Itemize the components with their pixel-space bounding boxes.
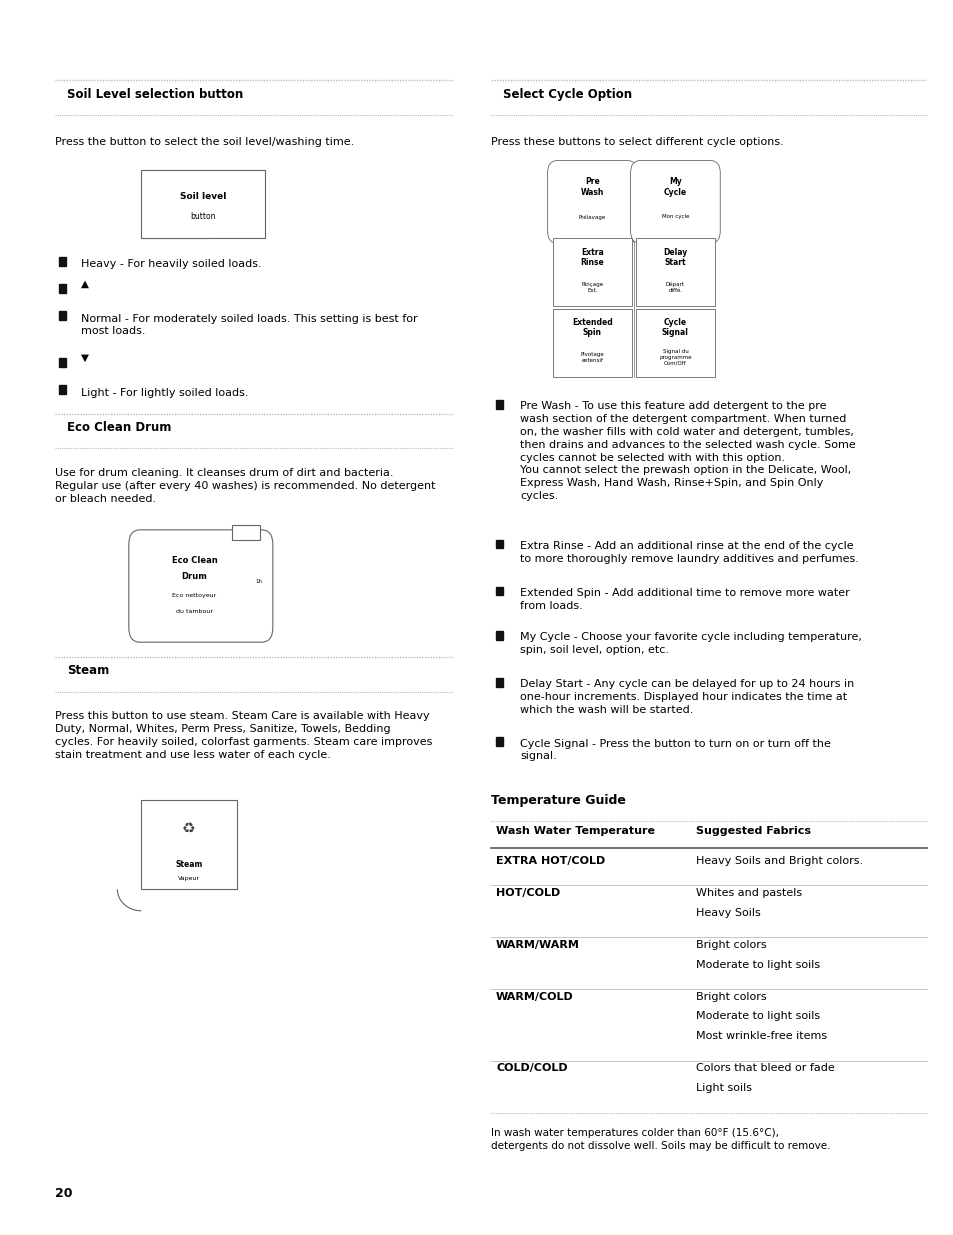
Text: COLD/COLD: COLD/COLD [496,1063,567,1073]
Text: Delay
Start: Delay Start [662,248,687,267]
FancyBboxPatch shape [553,309,631,377]
Text: Mon cycle: Mon cycle [661,215,688,220]
FancyBboxPatch shape [553,238,631,306]
Text: Eco Clean Drum: Eco Clean Drum [67,421,171,435]
Bar [59,284,66,293]
Text: Delay Start - Any cycle can be delayed for up to 24 hours in
one-hour increments: Delay Start - Any cycle can be delayed f… [519,679,853,715]
Text: EXTRA HOT/COLD: EXTRA HOT/COLD [496,856,605,866]
Text: Temperature Guide: Temperature Guide [491,794,625,808]
Bar [496,631,502,640]
Text: Steam: Steam [67,664,109,678]
Text: Pre Wash - To use this feature add detergent to the pre
wash section of the dete: Pre Wash - To use this feature add deter… [519,401,855,501]
FancyBboxPatch shape [129,530,273,642]
FancyBboxPatch shape [141,800,236,889]
Text: Heavy - For heavily soiled loads.: Heavy - For heavily soiled loads. [81,259,261,269]
Text: Extended Spin - Add additional time to remove more water
from loads.: Extended Spin - Add additional time to r… [519,588,849,610]
Bar [59,311,66,320]
Text: Light - For lightly soiled loads.: Light - For lightly soiled loads. [81,388,249,398]
Text: Steam: Steam [175,860,202,868]
Text: Extended
Spin: Extended Spin [572,319,612,337]
FancyBboxPatch shape [636,309,714,377]
Text: Bright colors: Bright colors [696,940,766,950]
Text: My
Cycle: My Cycle [663,178,686,196]
FancyBboxPatch shape [636,238,714,306]
Text: Use for drum cleaning. It cleanses drum of dirt and bacteria.
Regular use (after: Use for drum cleaning. It cleanses drum … [55,468,436,504]
Text: du tambour: du tambour [175,609,213,615]
Bar [232,525,260,540]
Bar [496,587,502,595]
Text: Press these buttons to select different cycle options.: Press these buttons to select different … [491,137,783,147]
FancyBboxPatch shape [630,161,720,243]
Bar [496,540,502,548]
Text: Bright colors: Bright colors [696,992,766,1002]
Text: Pre
Wash: Pre Wash [580,178,603,196]
Text: Soil Level selection button: Soil Level selection button [67,88,243,101]
Text: Suggested Fabrics: Suggested Fabrics [696,826,811,836]
Bar [496,400,502,409]
Text: Light soils: Light soils [696,1083,752,1093]
Text: button: button [191,212,215,221]
Text: ♻: ♻ [182,821,195,836]
Text: HOT/COLD: HOT/COLD [496,888,559,898]
Bar [59,385,66,394]
Text: My Cycle - Choose your favorite cycle including temperature,
spin, soil level, o: My Cycle - Choose your favorite cycle in… [519,632,861,655]
Text: WARM/COLD: WARM/COLD [496,992,573,1002]
Text: Select Cycle Option: Select Cycle Option [502,88,631,101]
Text: Whites and pastels: Whites and pastels [696,888,801,898]
Bar [496,678,502,687]
Text: Wash Water Temperature: Wash Water Temperature [496,826,655,836]
Bar [496,737,502,746]
Text: Colors that bleed or fade: Colors that bleed or fade [696,1063,834,1073]
Bar [59,257,66,266]
Text: In wash water temperatures colder than 60°F (15.6°C),
detergents do not dissolve: In wash water temperatures colder than 6… [491,1128,830,1151]
Text: ▲: ▲ [81,279,89,289]
FancyBboxPatch shape [547,161,637,243]
Text: 20: 20 [55,1187,72,1200]
Text: ▼: ▼ [81,353,89,363]
Text: Cycle
Signal: Cycle Signal [661,319,688,337]
Text: Normal - For moderately soiled loads. This setting is best for
most loads.: Normal - For moderately soiled loads. Th… [81,314,417,336]
Text: Rinçage
Ext.: Rinçage Ext. [580,282,603,293]
Text: Press the button to select the soil level/washing time.: Press the button to select the soil leve… [55,137,355,147]
Text: Pivotage
extensif: Pivotage extensif [580,352,603,363]
Text: Press this button to use steam. Steam Care is available with Heavy
Duty, Normal,: Press this button to use steam. Steam Ca… [55,711,433,760]
Text: Extra Rinse - Add an additional rinse at the end of the cycle
to more thoroughly: Extra Rinse - Add an additional rinse at… [519,541,858,563]
Text: Extra
Rinse: Extra Rinse [580,248,603,267]
Text: Moderate to light soils: Moderate to light soils [696,960,820,969]
Text: Vapeur: Vapeur [177,876,200,881]
Text: WARM/WARM: WARM/WARM [496,940,579,950]
Text: Most wrinkle-free items: Most wrinkle-free items [696,1031,826,1041]
Text: Départ
diffé.: Départ diffé. [665,282,684,293]
Text: Prélavage: Prélavage [578,214,605,220]
Bar [59,358,66,367]
FancyBboxPatch shape [141,170,265,238]
Text: Signal du
programme
Com/Off: Signal du programme Com/Off [659,350,691,366]
Text: Soil level: Soil level [180,191,226,201]
Text: Eco nettoyeur: Eco nettoyeur [172,593,216,598]
Text: Drum: Drum [181,572,207,582]
Text: Heavy Soils: Heavy Soils [696,908,760,918]
Text: Moderate to light soils: Moderate to light soils [696,1011,820,1021]
Text: Cycle Signal - Press the button to turn on or turn off the
signal.: Cycle Signal - Press the button to turn … [519,739,830,761]
Text: 1h: 1h [255,579,262,584]
Text: Eco Clean: Eco Clean [172,556,217,564]
Text: Heavy Soils and Bright colors.: Heavy Soils and Bright colors. [696,856,862,866]
